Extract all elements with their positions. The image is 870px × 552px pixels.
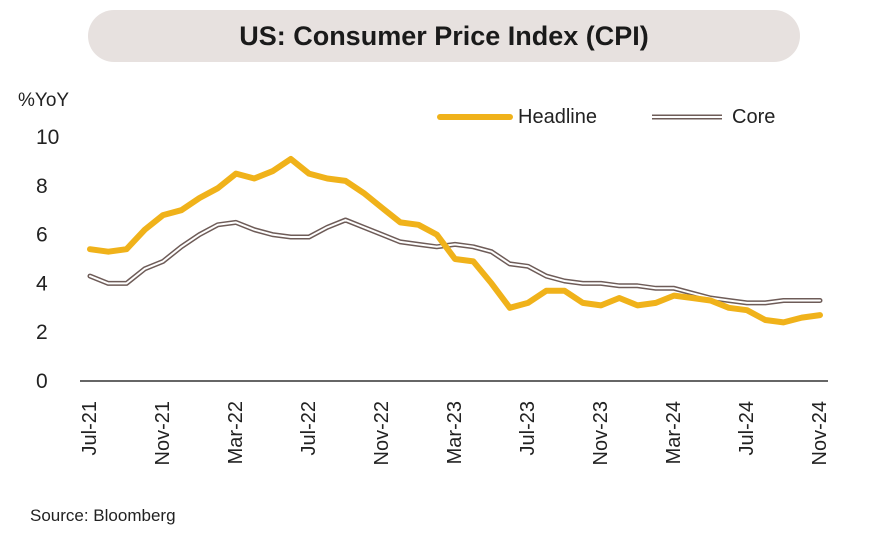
chart-title-pill: US: Consumer Price Index (CPI): [88, 10, 800, 62]
x-tick-label: Jul-24: [736, 401, 758, 455]
y-tick-label: 0: [36, 370, 48, 393]
y-tick-label: 2: [36, 321, 48, 344]
legend-headline-label: Headline: [518, 106, 597, 128]
x-tick-label: Nov-23: [590, 401, 612, 465]
x-tick-label: Mar-23: [444, 401, 466, 464]
y-tick-label: 6: [36, 224, 48, 247]
y-tick-label: 10: [36, 126, 59, 149]
chart-title: US: Consumer Price Index (CPI): [239, 20, 649, 51]
y-axis-label: %YoY: [18, 90, 69, 111]
y-tick-label: 8: [36, 175, 48, 198]
headline-series-line: [87, 156, 823, 326]
x-tick-label: Nov-21: [152, 401, 174, 465]
x-tick-label: Jul-22: [298, 401, 320, 455]
x-tick-label: Mar-22: [225, 401, 247, 464]
x-tick-label: Mar-24: [663, 401, 685, 464]
x-tick-label: Jul-21: [79, 401, 101, 455]
x-tick-label: Jul-23: [517, 401, 539, 455]
source-note: Source: Bloomberg: [30, 506, 176, 525]
y-tick-label: 4: [36, 272, 48, 295]
core-series-line-inner: [89, 219, 821, 304]
x-tick-label: Nov-22: [371, 401, 393, 465]
x-tick-label: Nov-24: [809, 401, 831, 465]
legend-core-label: Core: [732, 106, 775, 128]
